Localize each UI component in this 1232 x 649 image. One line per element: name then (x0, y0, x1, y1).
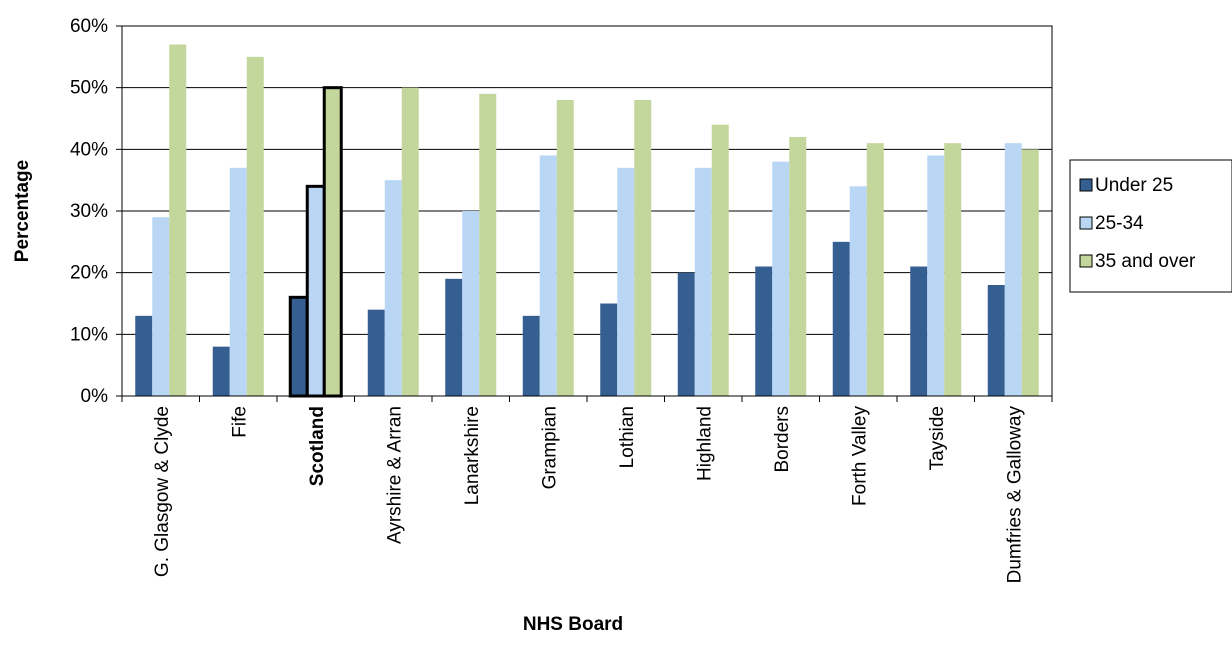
bar-25-34 (1004, 143, 1022, 396)
legend: Under 25 25-34 35 and over (1069, 159, 1232, 293)
y-tick-label: 10% (70, 324, 108, 345)
bar-25-34 (849, 186, 867, 396)
legend-label: 35 and over (1095, 251, 1196, 272)
legend-swatch (1079, 216, 1093, 230)
x-tick-label: Dumfries & Galloway (1004, 406, 1025, 584)
bar-25-34 (305, 184, 326, 398)
y-tick-label: 0% (81, 386, 109, 407)
x-tick-labels: G. Glasgow & Clyde Fife Scotland Ayrshire &… (152, 406, 1026, 584)
bar-under-25 (910, 266, 928, 396)
y-tick-label: 60% (70, 16, 108, 37)
bar-25-34 (229, 167, 247, 396)
bar-under-25 (367, 309, 385, 396)
x-tick-label: G. Glasgow & Clyde (152, 406, 173, 577)
y-tick-label: 20% (70, 263, 108, 284)
x-tick-label: Fife (229, 406, 250, 438)
x-tick-label: Grampian (539, 406, 560, 489)
bar-under-25 (987, 285, 1005, 396)
y-axis-title: Percentage (12, 160, 33, 262)
bar-35-and-over (1021, 149, 1039, 396)
bar-25-34 (152, 217, 170, 396)
x-tick-label: Highland (694, 406, 715, 481)
bar-under-25 (135, 315, 153, 396)
bar-25-34 (772, 161, 790, 396)
legend-box (1069, 159, 1232, 293)
bar-25-34 (462, 211, 480, 396)
bar-under-25 (600, 303, 618, 396)
legend-label: 25-34 (1095, 213, 1144, 234)
bar-under-25 (445, 278, 463, 396)
bar-25-34 (927, 155, 945, 396)
bar-under-25 (212, 346, 230, 396)
bar-35-and-over (866, 143, 884, 396)
legend-swatch (1079, 178, 1093, 192)
bar-25-34 (694, 167, 712, 396)
bar-35-and-over (556, 100, 574, 396)
bar-under-25 (832, 241, 850, 396)
y-tick-label: 50% (70, 78, 108, 99)
x-tick-label: Borders (772, 406, 793, 473)
legend-swatch (1079, 254, 1093, 268)
x-axis-title: NHS Board (523, 614, 623, 635)
bar-35-and-over (401, 87, 419, 397)
bars (135, 44, 1039, 398)
bar-25-34 (617, 167, 635, 396)
y-tick-label: 30% (70, 201, 108, 222)
bar-under-25 (288, 295, 309, 398)
bar-25-34 (384, 180, 402, 396)
bar-35-and-over (479, 93, 497, 396)
x-tick-label: Lothian (617, 406, 638, 468)
bar-under-25 (677, 272, 695, 396)
bar-25-34 (539, 155, 557, 396)
bar-35-and-over (634, 100, 652, 396)
bar-35-and-over (711, 124, 729, 397)
bar-35-and-over (169, 44, 187, 396)
y-tick-label: 40% (70, 139, 108, 160)
bar-35-and-over (246, 56, 264, 396)
legend-label: Under 25 (1095, 175, 1173, 196)
x-tick-label: Forth Valley (849, 406, 870, 506)
bar-35-and-over (322, 86, 343, 398)
bar-under-25 (755, 266, 773, 396)
bar-under-25 (522, 315, 540, 396)
x-tick-label: Lanarkshire (462, 406, 483, 505)
bar-35-and-over (789, 137, 807, 396)
plot-frame (116, 25, 1053, 402)
x-tick-label: Ayrshire & Arran (384, 406, 405, 544)
x-tick-label: Scotland (307, 406, 328, 486)
x-tick-label: Tayside (927, 406, 948, 470)
bar-35-and-over (944, 143, 962, 396)
y-tick-labels: 0% 10% 20% 30% 40% 50% 60% (70, 16, 108, 407)
